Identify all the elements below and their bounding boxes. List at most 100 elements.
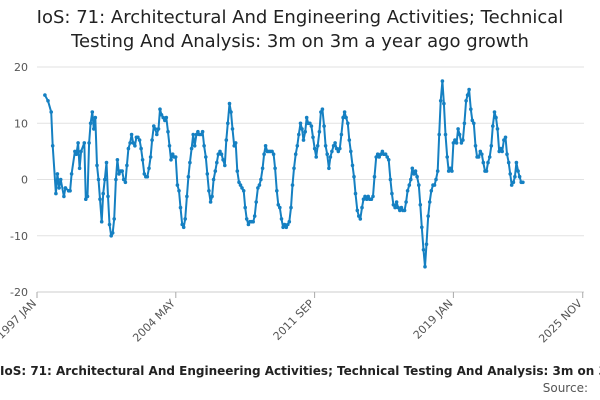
data-point[interactable] <box>227 101 232 106</box>
data-point[interactable] <box>361 197 366 201</box>
data-point[interactable] <box>142 172 147 176</box>
data-point[interactable] <box>358 217 363 221</box>
data-point[interactable] <box>233 141 238 145</box>
data-point[interactable] <box>55 172 60 176</box>
data-point[interactable] <box>279 217 284 221</box>
data-point[interactable] <box>498 146 503 151</box>
data-point[interactable] <box>140 158 145 162</box>
data-point[interactable] <box>147 166 151 171</box>
data-point[interactable] <box>96 177 101 182</box>
data-point[interactable] <box>112 217 116 221</box>
data-point[interactable] <box>491 124 495 128</box>
data-point[interactable] <box>380 149 385 154</box>
data-point[interactable] <box>298 121 303 126</box>
data-point[interactable] <box>128 141 132 145</box>
data-point[interactable] <box>137 138 142 142</box>
data-point[interactable] <box>417 183 421 187</box>
data-point[interactable] <box>503 135 508 140</box>
data-point[interactable] <box>263 144 268 148</box>
data-point[interactable] <box>450 169 454 173</box>
data-point[interactable] <box>369 197 374 201</box>
data-point[interactable] <box>90 110 95 114</box>
data-point[interactable] <box>352 174 356 179</box>
data-point[interactable] <box>224 138 229 142</box>
data-point[interactable] <box>480 152 484 156</box>
data-point[interactable] <box>43 93 47 97</box>
data-point[interactable] <box>336 149 341 154</box>
data-point[interactable] <box>390 191 394 196</box>
data-point[interactable] <box>372 174 377 179</box>
data-point[interactable] <box>155 132 159 137</box>
data-point[interactable] <box>364 197 369 201</box>
data-point[interactable] <box>467 87 471 92</box>
data-point[interactable] <box>481 160 486 165</box>
data-point[interactable] <box>189 146 194 151</box>
data-point[interactable] <box>334 146 339 151</box>
data-point[interactable] <box>104 160 109 165</box>
data-point[interactable] <box>402 208 407 213</box>
data-point[interactable] <box>115 158 120 162</box>
data-point[interactable] <box>57 186 61 190</box>
data-point[interactable] <box>375 152 380 156</box>
data-point[interactable] <box>511 180 516 185</box>
data-point[interactable] <box>320 107 325 111</box>
data-point[interactable] <box>205 172 210 176</box>
data-point[interactable] <box>284 225 289 230</box>
data-point[interactable] <box>82 141 87 145</box>
data-point[interactable] <box>219 152 224 156</box>
data-point[interactable] <box>333 141 337 145</box>
data-point[interactable] <box>158 107 162 111</box>
data-point[interactable] <box>469 107 473 111</box>
data-point[interactable] <box>497 149 502 154</box>
data-point[interactable] <box>342 110 347 114</box>
data-point[interactable] <box>421 248 426 252</box>
data-point[interactable] <box>459 141 464 145</box>
data-point[interactable] <box>164 115 169 120</box>
data-point[interactable] <box>196 129 200 134</box>
data-point[interactable] <box>133 144 137 148</box>
data-point[interactable] <box>152 124 156 128</box>
data-point[interactable] <box>420 225 424 230</box>
data-point[interactable] <box>215 160 219 165</box>
data-point[interactable] <box>396 205 400 210</box>
data-point[interactable] <box>186 174 191 179</box>
data-point[interactable] <box>456 127 460 131</box>
data-point[interactable] <box>432 183 437 187</box>
data-point[interactable] <box>388 177 393 182</box>
data-point[interactable] <box>446 169 451 173</box>
data-point[interactable] <box>191 132 195 137</box>
data-point[interactable] <box>58 177 63 182</box>
data-point[interactable] <box>276 203 281 207</box>
data-point[interactable] <box>163 118 167 123</box>
data-point[interactable] <box>121 177 126 182</box>
data-point[interactable] <box>330 149 334 154</box>
data-point[interactable] <box>177 189 181 193</box>
data-point[interactable] <box>462 121 467 126</box>
data-point[interactable] <box>303 129 308 134</box>
data-point[interactable] <box>464 99 468 103</box>
data-point[interactable] <box>413 169 418 173</box>
data-point[interactable] <box>377 155 382 159</box>
data-point[interactable] <box>360 205 364 210</box>
data-point[interactable] <box>404 200 408 204</box>
data-point[interactable] <box>210 194 214 199</box>
data-point[interactable] <box>412 172 416 176</box>
data-point[interactable] <box>461 138 465 142</box>
data-point[interactable] <box>328 155 333 159</box>
data-point[interactable] <box>505 152 509 156</box>
data-point[interactable] <box>244 217 249 221</box>
data-point[interactable] <box>426 214 431 218</box>
data-point[interactable] <box>325 152 330 156</box>
data-point[interactable] <box>508 172 512 176</box>
data-point[interactable] <box>453 138 457 142</box>
data-point[interactable] <box>516 169 520 173</box>
data-point[interactable] <box>502 138 506 142</box>
data-point[interactable] <box>445 155 450 159</box>
data-point[interactable] <box>114 177 118 182</box>
data-point[interactable] <box>136 135 140 140</box>
data-point[interactable] <box>199 132 203 137</box>
data-point[interactable] <box>434 177 438 182</box>
data-point[interactable] <box>500 149 505 154</box>
data-point[interactable] <box>235 169 240 173</box>
data-point[interactable] <box>46 99 50 103</box>
